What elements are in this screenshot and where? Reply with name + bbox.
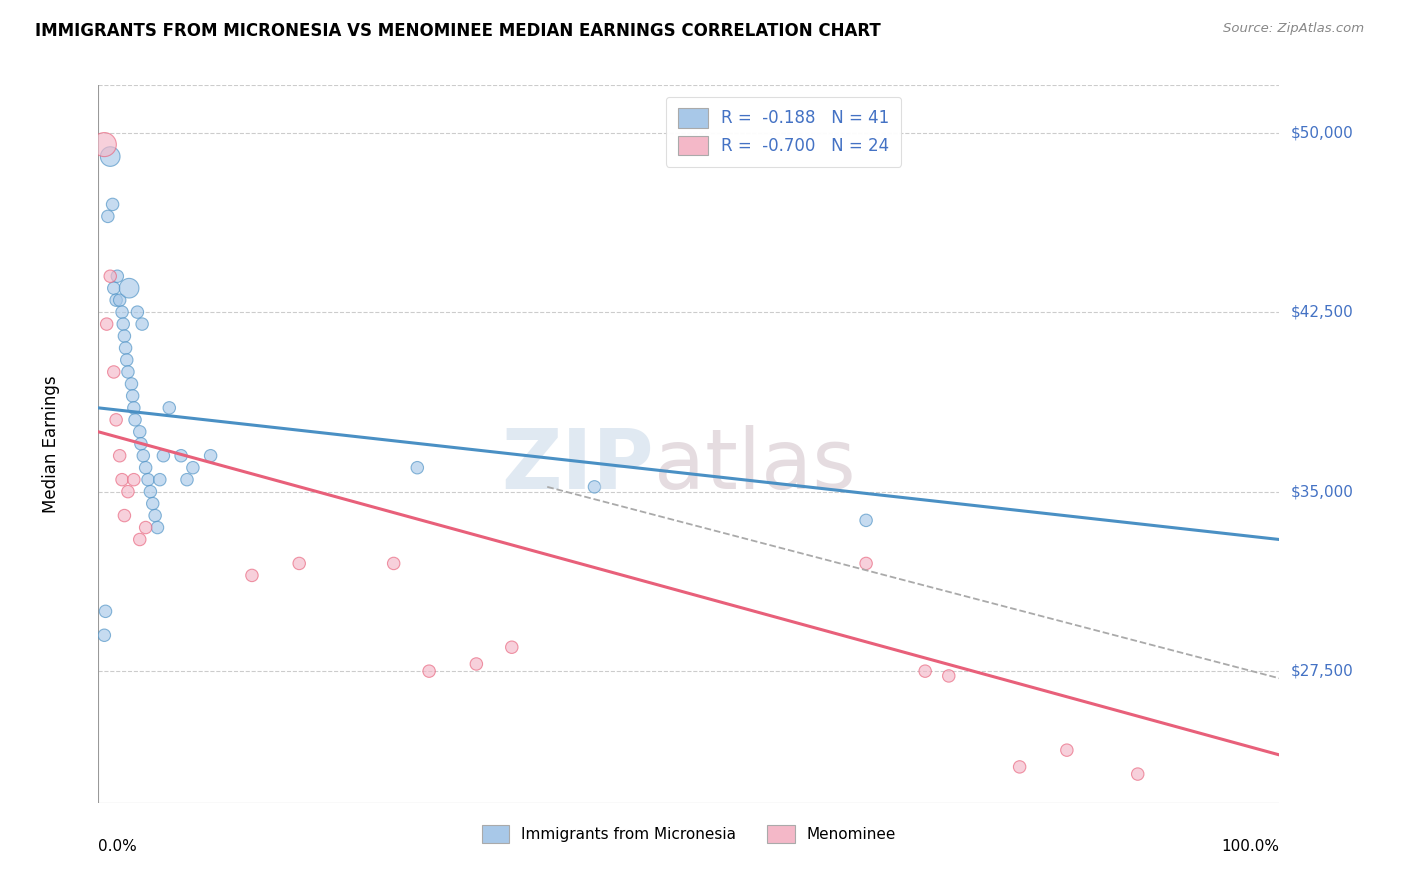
Point [105,293,128,307]
Point [111,473,134,487]
Point [112,317,135,331]
Point [108,449,131,463]
Point [122,401,145,415]
Text: atlas: atlas [654,425,855,506]
Point [406,460,429,475]
Point [240,568,263,582]
Point [127,305,149,319]
Point [121,376,143,391]
Point [112,508,135,523]
Point [181,460,204,475]
Point [93,628,115,642]
Point [121,389,143,403]
Point [129,436,152,450]
Point [117,484,139,499]
Point [101,197,124,211]
Point [418,664,440,678]
Point [117,365,139,379]
Point [114,341,136,355]
Point [583,480,606,494]
Point [139,484,162,499]
Point [132,449,155,463]
Text: ZIP: ZIP [501,425,654,506]
Point [170,449,193,463]
Point [94,604,117,618]
Point [122,473,145,487]
Text: 0.0%: 0.0% [98,838,138,854]
Point [98,149,121,163]
Point [112,329,135,343]
Text: Median Earnings: Median Earnings [42,375,60,513]
Point [382,557,405,571]
Point [108,293,131,307]
Point [136,473,159,487]
Point [105,413,128,427]
Point [124,413,146,427]
Point [1056,743,1078,757]
Point [135,520,157,534]
Text: $42,500: $42,500 [1291,305,1354,319]
Text: IMMIGRANTS FROM MICRONESIA VS MENOMINEE MEDIAN EARNINGS CORRELATION CHART: IMMIGRANTS FROM MICRONESIA VS MENOMINEE … [35,22,882,40]
Point [98,269,121,284]
Point [176,473,198,487]
Point [146,520,169,534]
Point [103,365,125,379]
Point [914,664,936,678]
Point [128,533,150,547]
Text: $27,500: $27,500 [1291,664,1354,679]
Point [152,449,174,463]
Point [142,497,165,511]
Point [143,508,166,523]
Point [103,281,125,295]
Point [105,269,128,284]
Point [1126,767,1149,781]
Point [131,317,153,331]
Point [115,353,138,368]
Point [1008,760,1031,774]
Point [93,137,115,152]
Text: $50,000: $50,000 [1291,125,1354,140]
Point [501,640,523,655]
Point [118,281,141,295]
Point [200,449,222,463]
Text: Source: ZipAtlas.com: Source: ZipAtlas.com [1223,22,1364,36]
Point [288,557,311,571]
Legend: Immigrants from Micronesia, Menominee: Immigrants from Micronesia, Menominee [475,819,903,849]
Text: 100.0%: 100.0% [1222,838,1279,854]
Point [855,557,877,571]
Point [465,657,488,671]
Point [855,513,877,527]
Point [128,425,150,439]
Point [149,473,172,487]
Point [97,210,120,224]
Point [938,669,960,683]
Text: $35,000: $35,000 [1291,484,1354,500]
Point [135,460,157,475]
Point [96,317,118,331]
Point [157,401,180,415]
Point [111,305,134,319]
